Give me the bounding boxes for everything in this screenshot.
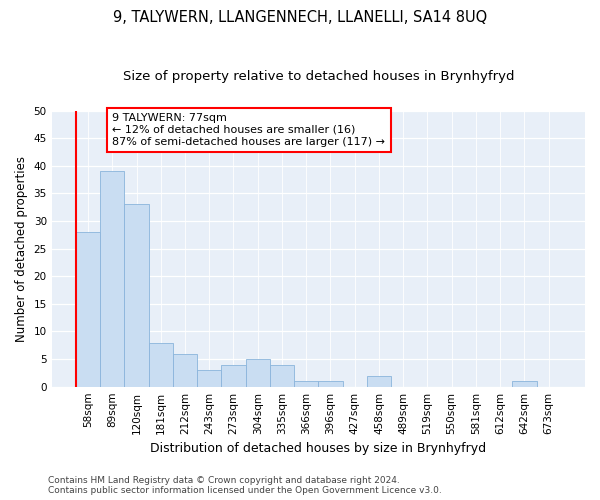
Text: 9, TALYWERN, LLANGENNECH, LLANELLI, SA14 8UQ: 9, TALYWERN, LLANGENNECH, LLANELLI, SA14…: [113, 10, 487, 25]
Text: Contains HM Land Registry data © Crown copyright and database right 2024.
Contai: Contains HM Land Registry data © Crown c…: [48, 476, 442, 495]
Bar: [270, 364, 294, 386]
Text: 9 TALYWERN: 77sqm
← 12% of detached houses are smaller (16)
87% of semi-detached: 9 TALYWERN: 77sqm ← 12% of detached hous…: [112, 114, 385, 146]
Bar: [221, 364, 245, 386]
Bar: [173, 354, 197, 386]
Bar: [100, 172, 124, 386]
X-axis label: Distribution of detached houses by size in Brynhyfryd: Distribution of detached houses by size …: [150, 442, 487, 455]
Bar: [367, 376, 391, 386]
Bar: [149, 342, 173, 386]
Bar: [124, 204, 149, 386]
Bar: [197, 370, 221, 386]
Bar: [319, 381, 343, 386]
Title: Size of property relative to detached houses in Brynhyfryd: Size of property relative to detached ho…: [122, 70, 514, 83]
Bar: [512, 381, 536, 386]
Y-axis label: Number of detached properties: Number of detached properties: [15, 156, 28, 342]
Bar: [294, 381, 319, 386]
Bar: [245, 359, 270, 386]
Bar: [76, 232, 100, 386]
